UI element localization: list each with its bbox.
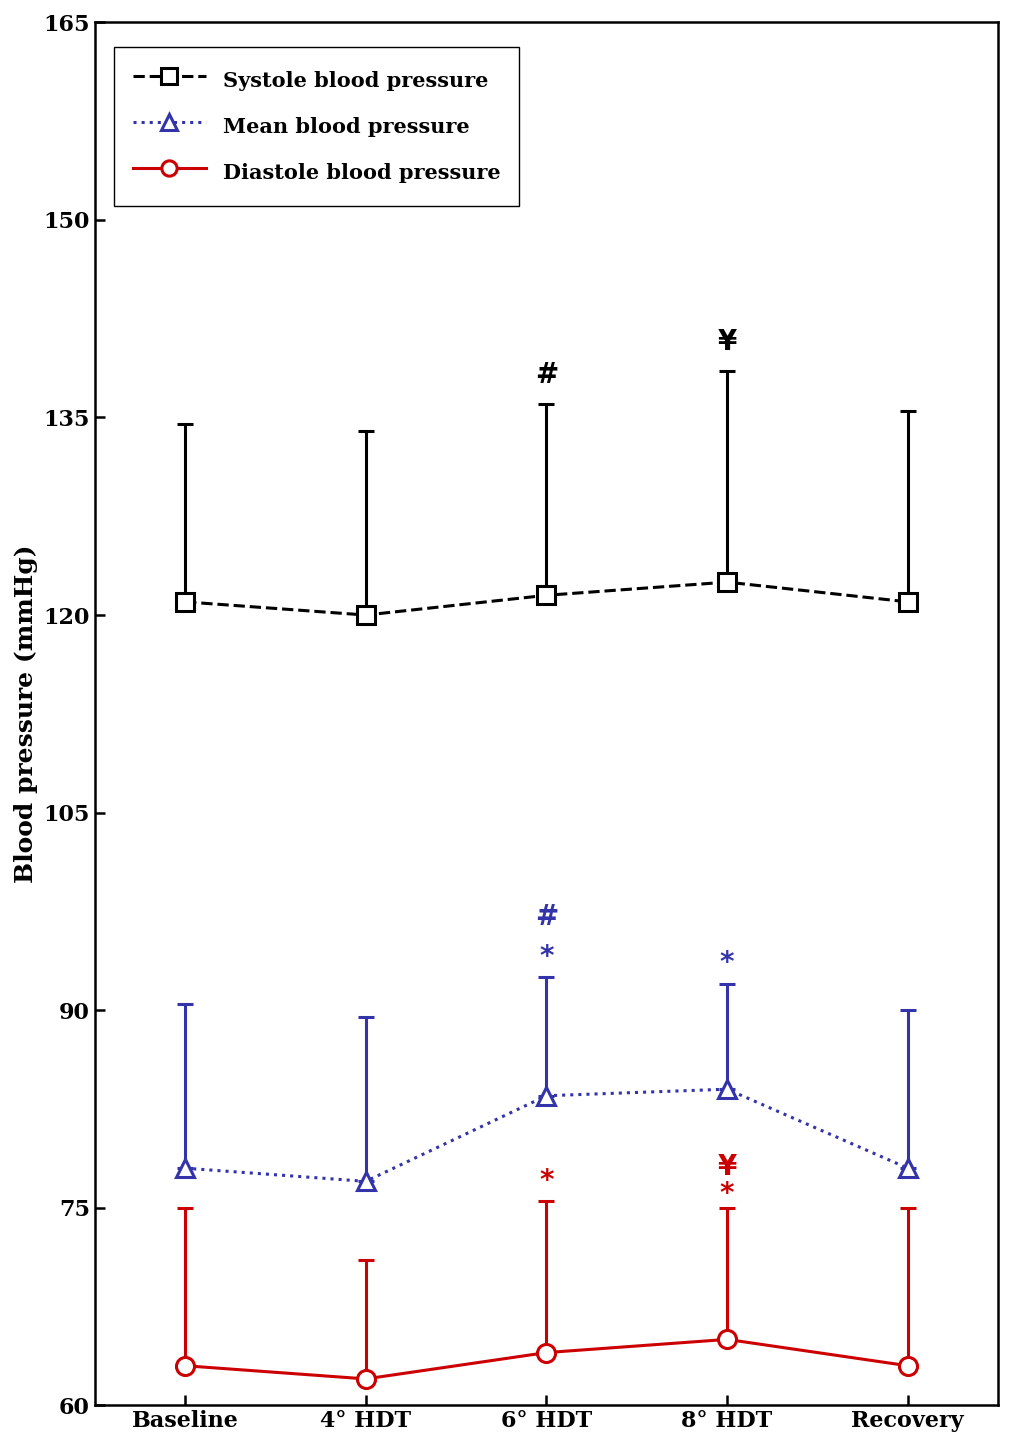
Text: *: * [539, 1167, 553, 1194]
Text: #: # [534, 360, 557, 389]
Text: *: * [719, 1180, 734, 1207]
Text: #: # [534, 904, 557, 931]
Text: ¥: ¥ [717, 1154, 736, 1181]
Legend: Systole blood pressure, Mean blood pressure, Diastole blood pressure: Systole blood pressure, Mean blood press… [114, 46, 519, 205]
Text: *: * [719, 949, 734, 977]
Text: ¥: ¥ [717, 328, 736, 356]
Y-axis label: Blood pressure (mmHg): Blood pressure (mmHg) [14, 545, 37, 884]
Text: *: * [539, 943, 553, 970]
